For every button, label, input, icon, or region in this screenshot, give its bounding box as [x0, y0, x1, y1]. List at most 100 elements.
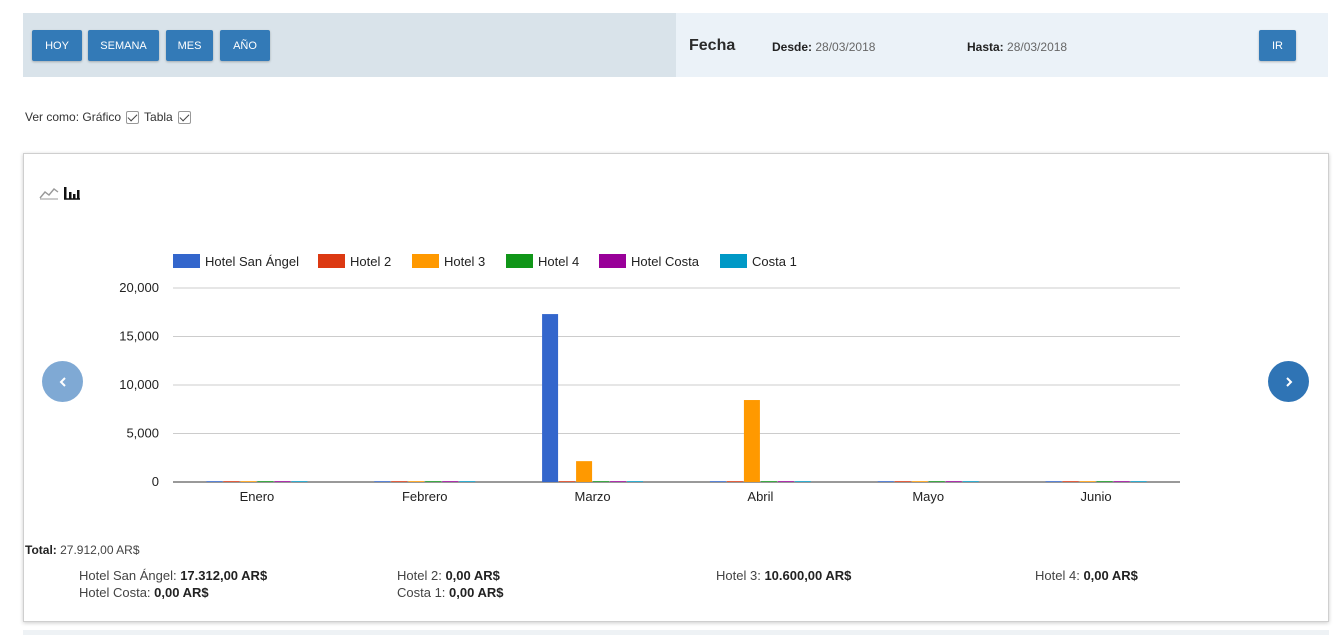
bar [576, 461, 593, 482]
bar [374, 481, 391, 482]
bar-chart-icon[interactable] [63, 184, 81, 200]
view-as-label: Ver como: Gráfico [25, 110, 122, 124]
prev-button[interactable] [42, 361, 83, 402]
hoy-button[interactable]: HOY [32, 30, 82, 61]
hotel-total-label: Costa 1: [397, 585, 446, 600]
bar [794, 481, 811, 482]
bar [1062, 481, 1079, 482]
legend-label: Costa 1 [752, 254, 797, 269]
bar [726, 481, 743, 482]
bar [709, 481, 726, 482]
chevron-left-icon [59, 376, 66, 387]
legend-label: Hotel 2 [350, 254, 391, 269]
bottom-strip [23, 630, 1329, 635]
date-range-area: Fecha Desde: 28/03/2018 Hasta: 28/03/201… [676, 13, 1328, 77]
hotel-total-item: Hotel San Ángel: 17.312,00 AR$ [79, 568, 267, 583]
total-label: Total: [25, 543, 57, 557]
hotel-total-label: Hotel 2: [397, 568, 442, 583]
hotel-total-label: Hotel 4: [1035, 568, 1080, 583]
y-tick-label: 15,000 [119, 329, 159, 344]
bar [894, 481, 911, 482]
desde-value[interactable]: 28/03/2018 [815, 40, 876, 54]
hotel-total-value: 0,00 AR$ [449, 585, 504, 600]
x-tick-label: Mayo [912, 489, 944, 504]
legend-label: Hotel 4 [538, 254, 579, 269]
desde-label: Desde: [772, 40, 813, 54]
date-filter-bar: HOY SEMANA MES AÑO Fecha Desde: 28/03/20… [23, 13, 1328, 77]
legend-swatch [506, 254, 533, 268]
x-axis-labels: Enero Febrero Marzo Abril Mayo Junio [240, 489, 1112, 504]
bar [627, 481, 644, 482]
bar [610, 481, 627, 482]
legend-swatch [173, 254, 200, 268]
legend-label: Hotel San Ángel [205, 254, 299, 269]
mes-button[interactable]: MES [166, 30, 213, 61]
bar [559, 481, 576, 482]
bar [408, 481, 425, 482]
bar [542, 314, 559, 482]
x-tick-label: Enero [240, 489, 275, 504]
next-button[interactable] [1268, 361, 1309, 402]
semana-button[interactable]: SEMANA [88, 30, 159, 61]
bar [1045, 481, 1062, 482]
legend-label: Hotel 3 [444, 254, 485, 269]
hotel-total-label: Hotel 3: [716, 568, 761, 583]
y-tick-label: 5,000 [126, 426, 159, 441]
legend-swatch [412, 254, 439, 268]
hasta-value[interactable]: 28/03/2018 [1007, 40, 1068, 54]
tabla-label: Tabla [144, 110, 173, 124]
chart-legend: Hotel San Ángel Hotel 2 Hotel 3 Hotel 4 Hote… [173, 254, 797, 269]
legend-swatch [599, 254, 626, 268]
chevron-right-icon [1285, 376, 1292, 387]
x-tick-label: Marzo [575, 489, 611, 504]
y-tick-label: 10,000 [119, 377, 159, 392]
chart-bars [206, 314, 1147, 482]
grand-total: Total: 27.912,00 AR$ [25, 543, 140, 557]
bar [945, 481, 962, 482]
hotel-total-item: Hotel Costa: 0,00 AR$ [79, 585, 209, 600]
bar [593, 481, 610, 482]
ir-button[interactable]: IR [1259, 30, 1296, 61]
bar [777, 481, 794, 482]
hotel-total-value: 17.312,00 AR$ [180, 568, 268, 583]
bar [911, 481, 928, 482]
hotel-total-item: Costa 1: 0,00 AR$ [397, 585, 503, 600]
bar [743, 400, 760, 482]
bar [223, 481, 240, 482]
hasta-label: Hasta: [967, 40, 1004, 54]
x-tick-label: Febrero [402, 489, 448, 504]
ano-button[interactable]: AÑO [220, 30, 270, 61]
bar [442, 481, 459, 482]
tabla-checkbox[interactable] [177, 110, 191, 124]
legend-swatch [720, 254, 747, 268]
bar [760, 481, 777, 482]
hotel-total-value: 0,00 AR$ [154, 585, 209, 600]
period-buttons-area: HOY SEMANA MES AÑO [23, 13, 676, 77]
bar [425, 481, 442, 482]
bar-chart: Hotel San Ángel Hotel 2 Hotel 3 Hotel 4 Hote… [119, 254, 1180, 504]
bar [257, 481, 274, 482]
hotel-total-item: Hotel 3: 10.600,00 AR$ [716, 568, 851, 583]
total-value: 27.912,00 AR$ [60, 543, 140, 557]
bar [206, 481, 223, 482]
bar [1130, 481, 1147, 482]
fecha-label: Fecha [689, 37, 736, 54]
hotel-total-label: Hotel Costa: [79, 585, 151, 600]
grafico-checkbox[interactable] [126, 110, 140, 124]
y-tick-label: 20,000 [119, 280, 159, 295]
desde-range[interactable]: Desde: 28/03/2018 [772, 40, 875, 54]
bar [1113, 481, 1130, 482]
bar [1079, 481, 1096, 482]
legend-swatch [318, 254, 345, 268]
line-chart-icon[interactable] [39, 184, 59, 200]
x-tick-label: Abril [747, 489, 773, 504]
hasta-range[interactable]: Hasta: 28/03/2018 [967, 40, 1067, 54]
bar [274, 481, 291, 482]
bar [1096, 481, 1113, 482]
chart-type-switcher [39, 184, 81, 200]
legend-label: Hotel Costa [631, 254, 700, 269]
bar [928, 481, 945, 482]
hotel-total-item: Hotel 4: 0,00 AR$ [1035, 568, 1138, 583]
y-tick-label: 0 [152, 474, 159, 489]
hotel-total-item: Hotel 2: 0,00 AR$ [397, 568, 500, 583]
